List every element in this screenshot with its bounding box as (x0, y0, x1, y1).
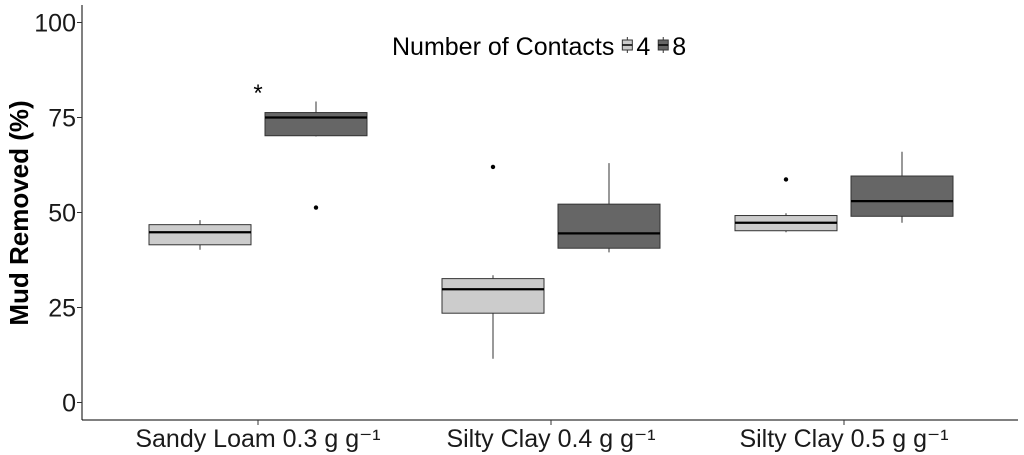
box-8-2 (850, 151, 954, 223)
box-8-0 (264, 101, 368, 210)
y-tick-labels: 0 25 50 75 100 (34, 10, 76, 418)
significance-star: * (253, 80, 262, 107)
y-axis-label: Mud Removed (%) (4, 100, 34, 325)
x-tick-labels: Sandy Loam 0.3 g g⁻¹ Silty Clay 0.4 g g⁻¹… (135, 425, 948, 453)
boxes (148, 101, 954, 359)
outlier-point (313, 205, 319, 210)
x-tick-label: Silty Clay 0.4 g g⁻¹ (446, 425, 655, 453)
box-body (148, 224, 252, 246)
box-4-2 (734, 177, 838, 233)
legend-label: 8 (672, 33, 686, 61)
legend-title: Number of Contacts (392, 33, 614, 61)
y-tick-label: 50 (48, 200, 76, 228)
outlier-point (490, 164, 496, 170)
x-tick-label: Sandy Loam 0.3 g g⁻¹ (135, 425, 380, 453)
box-body (850, 175, 954, 217)
legend-key-4: 4 (621, 33, 650, 61)
legend-key-8: 8 (657, 33, 686, 61)
legend-label: 4 (636, 33, 650, 61)
box-body (557, 203, 661, 249)
outlier-point (783, 177, 789, 182)
y-tick-label: 0 (62, 390, 76, 418)
box-body (441, 278, 545, 314)
annotations: * (253, 80, 262, 107)
box-4-1 (441, 164, 545, 359)
axes (77, 5, 1018, 425)
y-tick-label: 100 (34, 10, 76, 38)
box-body (264, 112, 368, 137)
box-8-1 (557, 163, 661, 253)
box-4-0 (148, 220, 252, 250)
y-tick-label: 75 (48, 105, 76, 133)
y-tick-label: 25 (48, 295, 76, 323)
x-tick-label: Silty Clay 0.5 g g⁻¹ (739, 425, 948, 453)
